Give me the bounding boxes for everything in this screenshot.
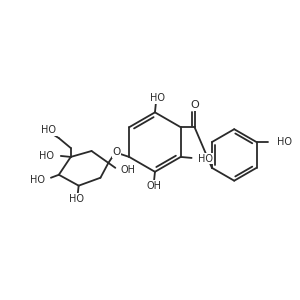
Text: HO: HO — [39, 151, 54, 161]
Text: HO: HO — [277, 137, 292, 147]
Text: OH: OH — [120, 165, 135, 175]
Text: O: O — [190, 100, 199, 110]
Text: HO: HO — [41, 125, 56, 135]
Text: HO: HO — [197, 154, 212, 164]
Text: O: O — [112, 147, 121, 157]
Text: HO: HO — [30, 175, 45, 185]
Text: OH: OH — [146, 181, 161, 191]
Text: HO: HO — [150, 94, 165, 103]
Text: HO: HO — [69, 194, 84, 203]
